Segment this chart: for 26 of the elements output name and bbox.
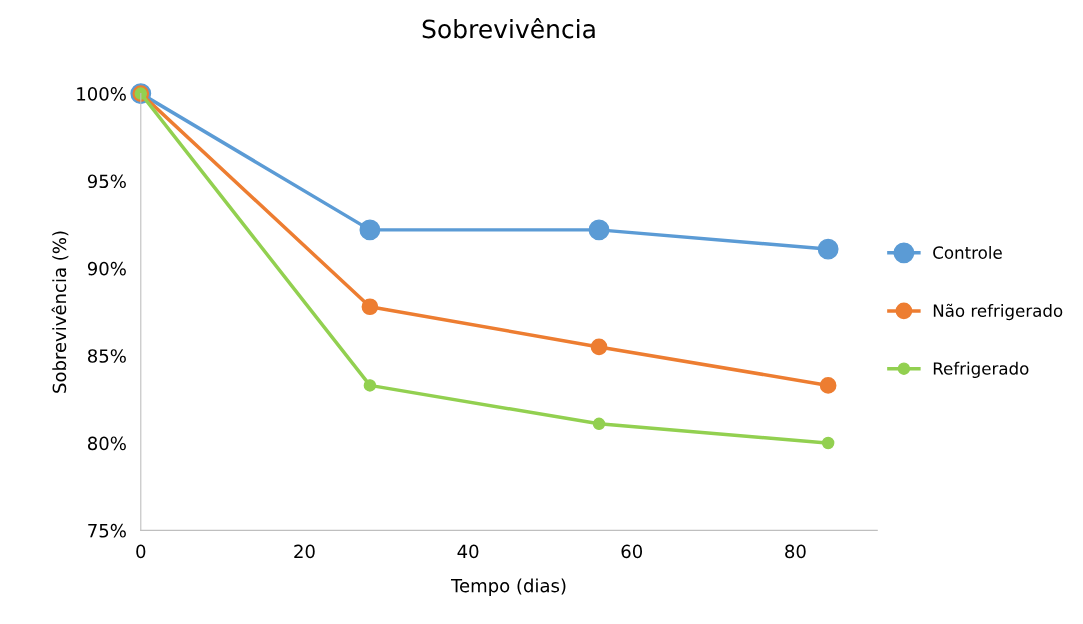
x-tick-label: 80 (785, 544, 806, 559)
y-tick-label: 80% (87, 436, 126, 451)
y-tick-label: 85% (87, 349, 126, 363)
x-tick-label: 40 (457, 544, 479, 559)
x-tick-label: 20 (294, 544, 315, 559)
y-tick-label: 90% (87, 261, 126, 276)
legend-label: Controle (933, 246, 1002, 259)
point (819, 377, 837, 394)
x-axis-title: Tempo (dias) (450, 578, 566, 596)
chart-title: Sobrevivência (422, 18, 595, 39)
legend-label: Refrigerado (933, 361, 1029, 378)
point (821, 436, 835, 450)
legend-label: Não refrigerado (933, 303, 1063, 321)
point (590, 338, 608, 356)
y-tick-label: 95% (87, 174, 126, 189)
y-tick-label: 100% (77, 87, 126, 101)
x-tick-label: 0 (136, 544, 146, 559)
point (592, 417, 606, 431)
point (817, 238, 839, 260)
point (363, 379, 377, 392)
x-tick-label: 60 (621, 544, 643, 559)
y-tick-label: 75% (88, 523, 126, 538)
point (588, 219, 610, 241)
y-axis-title: Sobrevivência (%) (51, 231, 69, 393)
point (361, 298, 379, 316)
point (359, 219, 381, 241)
